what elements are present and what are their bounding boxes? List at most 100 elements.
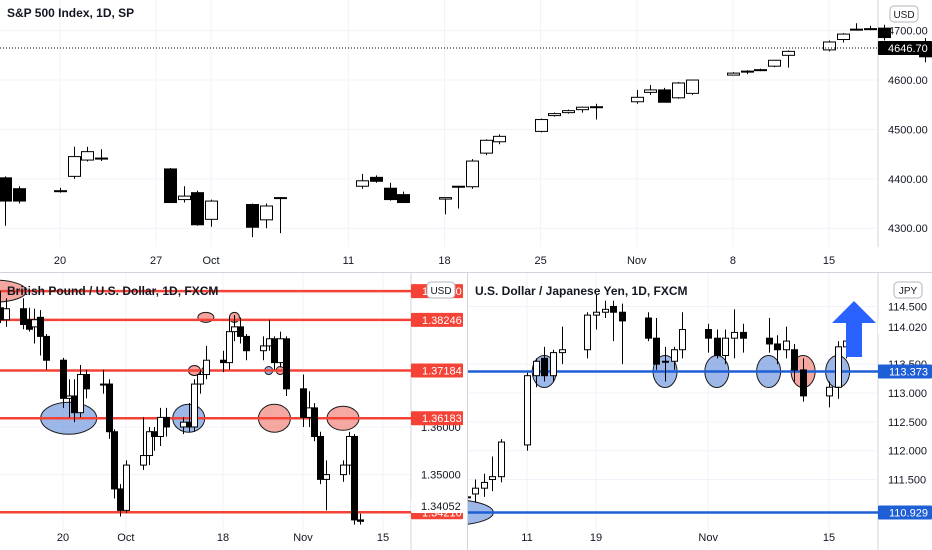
candle[interactable] [754, 68, 767, 72]
candle[interactable] [439, 197, 452, 215]
candle[interactable] [714, 329, 721, 359]
candle[interactable] [481, 473, 488, 497]
candle[interactable] [644, 84, 657, 95]
candle[interactable] [77, 364, 84, 418]
candle[interactable] [602, 300, 609, 318]
candle[interactable] [237, 317, 244, 344]
candle[interactable] [774, 335, 781, 365]
candle[interactable] [203, 345, 210, 380]
candle[interactable] [20, 298, 27, 330]
candle[interactable] [317, 431, 324, 485]
candle[interactable] [645, 312, 652, 342]
candle[interactable] [246, 203, 259, 238]
candle[interactable] [164, 167, 177, 204]
candle[interactable] [260, 336, 267, 361]
gbpusd-last-price-tag[interactable] [411, 499, 463, 513]
candle[interactable] [311, 403, 318, 442]
candle[interactable] [878, 24, 891, 41]
candle[interactable] [60, 357, 67, 408]
candle[interactable] [95, 149, 108, 162]
candle[interactable] [356, 173, 369, 189]
candle[interactable] [54, 187, 67, 193]
candle[interactable] [850, 23, 863, 31]
candle[interactable] [584, 312, 591, 359]
candle[interactable] [498, 439, 505, 483]
candle[interactable] [826, 381, 833, 408]
candle[interactable] [243, 334, 250, 361]
usdjpy-level-tag[interactable] [878, 505, 932, 520]
candle[interactable] [43, 334, 50, 370]
candle[interactable] [619, 303, 626, 365]
candle[interactable] [466, 159, 479, 189]
candle[interactable] [541, 346, 548, 382]
usdjpy-level-tag[interactable] [878, 364, 932, 379]
candle[interactable] [323, 460, 330, 511]
candle[interactable] [274, 197, 287, 234]
candle[interactable] [662, 346, 669, 382]
candle[interactable] [740, 323, 747, 353]
candle[interactable] [782, 50, 795, 68]
candle[interactable] [197, 369, 204, 394]
candle[interactable] [370, 175, 383, 183]
candle[interactable] [31, 308, 38, 344]
candle[interactable] [220, 350, 227, 373]
candle[interactable] [550, 349, 557, 382]
gbpusd-level-tag[interactable] [411, 363, 463, 378]
candle[interactable] [548, 112, 561, 117]
candle[interactable] [111, 429, 118, 499]
candle[interactable] [727, 72, 740, 76]
gbpusd-level-tag[interactable] [411, 312, 463, 327]
candle[interactable] [81, 146, 94, 162]
candle[interactable] [140, 417, 147, 470]
usdjpy-candlestick-chart[interactable]: 111.500112.000112.500113.000113.500114.5… [468, 273, 932, 550]
candle[interactable] [260, 203, 273, 229]
candle[interactable] [686, 79, 699, 95]
candle[interactable] [472, 479, 479, 503]
gbpusd-candlestick-chart[interactable]: 1.350001.360001.388501.382461.371841.361… [0, 273, 467, 550]
candle[interactable] [672, 82, 685, 99]
candle[interactable] [68, 146, 81, 179]
bullish-arrow-icon[interactable] [832, 301, 876, 357]
candle[interactable] [524, 372, 531, 451]
candle[interactable] [351, 434, 358, 525]
candle[interactable] [157, 407, 164, 447]
candle[interactable] [271, 336, 278, 370]
candle[interactable] [593, 294, 600, 330]
candle[interactable] [731, 309, 738, 359]
candle[interactable] [283, 336, 290, 396]
candle[interactable] [837, 33, 850, 43]
candle[interactable] [768, 59, 781, 68]
candle[interactable] [671, 346, 678, 370]
candle[interactable] [493, 134, 506, 145]
candle[interactable] [658, 87, 671, 103]
candle[interactable] [178, 186, 191, 203]
candle[interactable] [191, 379, 198, 432]
candle[interactable] [468, 474, 471, 514]
spx-chart-panel[interactable]: 4300.00 4400.00 4500.00 4600.00 4700.00 4646.… [0, 0, 932, 247]
candle[interactable] [610, 300, 617, 342]
candle[interactable] [741, 70, 754, 75]
candle[interactable] [823, 40, 836, 52]
candle[interactable] [576, 106, 589, 113]
candle[interactable] [533, 358, 540, 388]
candle[interactable] [205, 199, 218, 227]
candle[interactable] [835, 341, 842, 399]
candle[interactable] [37, 310, 44, 356]
candle[interactable] [357, 513, 364, 525]
candle[interactable] [679, 312, 686, 359]
spx-candlestick-chart[interactable]: 4300.00 4400.00 4500.00 4600.00 4700.00 4646.… [0, 0, 932, 247]
gbpusd-currency-badge[interactable] [426, 281, 456, 299]
candle[interactable] [397, 191, 410, 204]
candle[interactable] [452, 185, 465, 209]
bottom-panels-divider[interactable] [467, 273, 468, 550]
spx-currency-badge[interactable] [889, 5, 919, 23]
candle[interactable] [489, 456, 496, 492]
candle[interactable] [480, 139, 493, 156]
usdjpy-chart-panel[interactable]: 111.500112.000112.500113.000113.500114.5… [468, 273, 932, 550]
usdjpy-last-price-tag[interactable] [878, 320, 932, 334]
candle[interactable] [559, 326, 566, 365]
candle[interactable] [384, 182, 397, 201]
candle[interactable] [0, 176, 12, 226]
candle[interactable] [100, 369, 107, 394]
candle[interactable] [705, 323, 712, 353]
